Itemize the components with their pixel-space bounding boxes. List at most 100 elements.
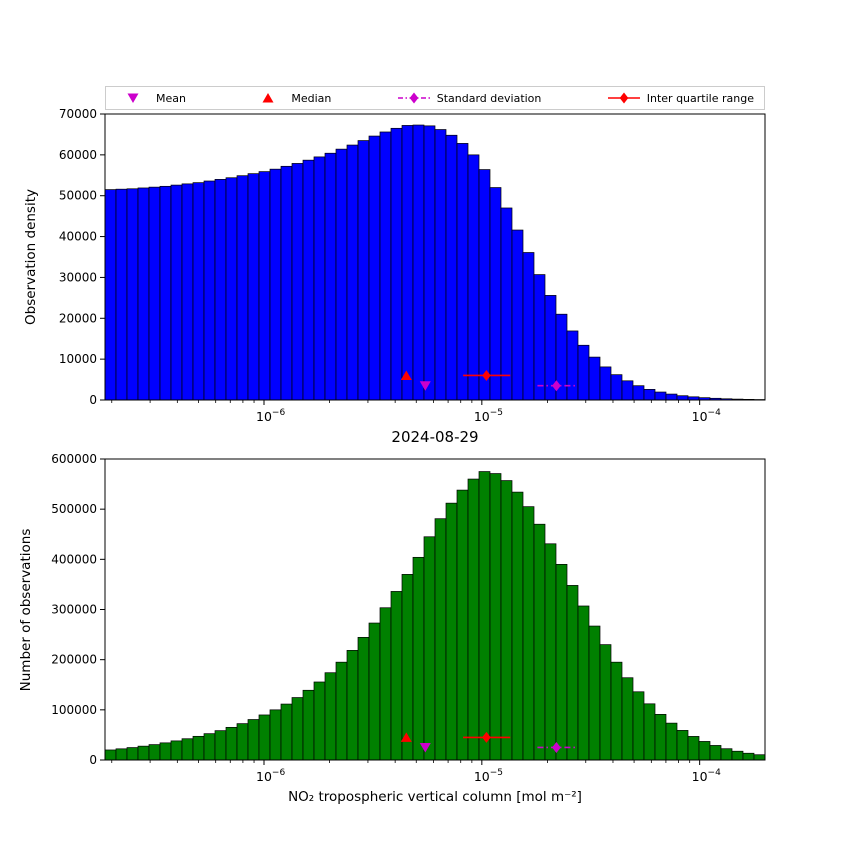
histogram-bar (412, 124, 425, 401)
histogram-bar (324, 152, 337, 401)
legend-item-median: Median (251, 91, 331, 105)
x-tick-label: 10−4 (692, 408, 721, 424)
histogram-bar (148, 744, 161, 761)
iqr-marker (482, 369, 491, 381)
std-marker (552, 380, 561, 392)
histogram-bar (170, 184, 183, 401)
histogram-bar (335, 148, 348, 401)
histogram-bar (467, 478, 480, 761)
histogram-bar (280, 703, 293, 761)
stat-markers (400, 369, 576, 392)
histogram-bar (247, 173, 260, 401)
histogram-bar (214, 179, 227, 401)
bottom-xlabel: NO₂ tropospheric vertical column [mol m⁻… (288, 789, 582, 805)
histogram-bar (236, 723, 249, 761)
histogram-bar (324, 672, 337, 761)
histogram-bar (533, 523, 546, 761)
triangle-up-legend-icon (262, 93, 274, 103)
histogram-bar (676, 730, 689, 761)
histogram-bar (291, 697, 304, 761)
x-tick-label: 10−6 (256, 408, 285, 424)
stat-markers (400, 731, 576, 753)
histogram-counts (104, 471, 766, 761)
y-tick-label: 20000 (59, 311, 97, 325)
histogram-bar (137, 187, 150, 401)
legend-item-label: Mean (156, 91, 186, 105)
histogram-bar (555, 563, 568, 761)
histogram-bar (159, 185, 172, 401)
histogram-bar (181, 738, 194, 761)
x-tick-label: 10−5 (474, 408, 503, 424)
y-tick-label: 40000 (59, 230, 97, 244)
y-tick-label: 600000 (51, 452, 97, 466)
histogram-bar (522, 506, 535, 761)
histogram-bar (621, 677, 634, 761)
histogram-bar (588, 625, 601, 761)
y-tick-label: 70000 (59, 107, 97, 121)
y-tick-label: 100000 (51, 703, 97, 717)
histogram-bar (698, 741, 711, 761)
legend-marker (262, 93, 274, 103)
y-tick-label: 300000 (51, 603, 97, 617)
histogram-bar (511, 229, 524, 401)
histogram-bar (500, 207, 513, 401)
y-tick-label: 400000 (51, 552, 97, 566)
median-marker (400, 732, 412, 742)
histogram-bar (731, 750, 744, 761)
y-ticks: 0 10000 20000 30000 40000 50000 60000 70000 (59, 107, 105, 407)
y-tick-label: 10000 (59, 352, 97, 366)
histogram-bar (357, 140, 370, 401)
histogram-bar (181, 183, 194, 401)
mean-marker (419, 742, 431, 753)
histogram-bar (423, 125, 436, 401)
histogram-bar (522, 252, 535, 401)
histogram-bar (236, 175, 249, 401)
histogram-bar (423, 536, 436, 761)
legend: Mean Median Standard deviation Inter quarti… (105, 86, 765, 110)
mean-marker (419, 381, 431, 391)
histogram-bar (665, 722, 678, 761)
y-tick-label: 30000 (59, 270, 97, 284)
histogram-bar (456, 143, 469, 401)
histogram-bar (368, 622, 381, 761)
histogram-bar (687, 736, 700, 761)
histogram-bar (478, 169, 491, 401)
x-tick-label: 10−4 (692, 768, 721, 784)
histogram-bar (533, 274, 546, 401)
top-ylabel: Observation density (23, 189, 39, 325)
histogram-bar (720, 748, 733, 761)
x-ticks: 10−6 10−5 10−4 (111, 400, 721, 424)
histogram-bar (643, 703, 656, 761)
iqr-marker (482, 731, 491, 743)
histogram-bar (599, 366, 612, 401)
histogram-bar (368, 135, 381, 401)
histogram-bar (302, 689, 315, 761)
histogram-bar (192, 735, 205, 761)
histogram-bar (577, 605, 590, 761)
median-marker (400, 370, 412, 380)
histogram-bar (445, 502, 458, 761)
histogram-bar (390, 127, 403, 401)
histogram-bar (346, 650, 359, 761)
histogram-bar (610, 374, 623, 401)
histogram-bar (489, 473, 502, 761)
histogram-bar (566, 330, 579, 401)
axes-counts: 0 100000 200000 300000 400000 500000 600000 10−… (51, 452, 766, 784)
histogram-bar (148, 186, 161, 401)
histogram-bar (126, 188, 139, 401)
histogram-bar (225, 726, 238, 761)
histogram-bar (412, 556, 425, 761)
histogram-bar (258, 171, 271, 401)
x-ticks: 10−6 10−5 10−4 (111, 760, 721, 784)
histogram-bar (478, 471, 491, 761)
histogram-bar (665, 393, 678, 401)
legend-item-inter-quartile-range: Inter quartile range (607, 91, 754, 105)
histogram-bar (357, 636, 370, 761)
histogram-bar (379, 607, 392, 761)
y-tick-label: 0 (89, 393, 97, 407)
histogram-bar (489, 187, 502, 401)
histogram-bar (445, 134, 458, 401)
y-ticks: 0 100000 200000 300000 400000 500000 600000 (51, 452, 105, 767)
histogram-bar (390, 591, 403, 761)
